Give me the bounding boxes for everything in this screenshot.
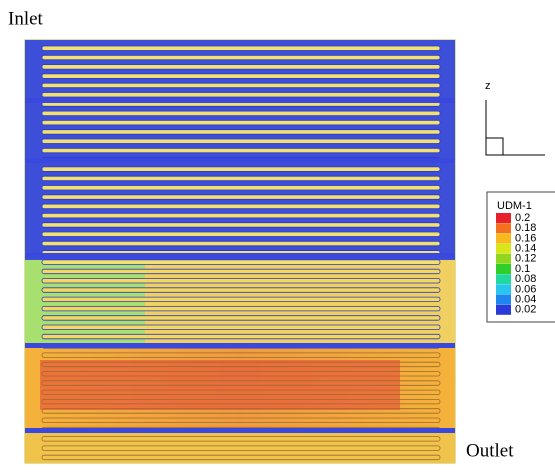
zone-mixed — [25, 260, 145, 345]
legend-swatch — [496, 264, 511, 274]
legend-swatch — [496, 243, 511, 254]
manifold — [25, 343, 455, 348]
channel — [41, 436, 441, 442]
inlet-label: Inlet — [8, 8, 44, 29]
channel — [41, 259, 441, 265]
channel — [41, 185, 441, 191]
channel — [41, 147, 441, 154]
channel — [41, 278, 441, 284]
manifold — [25, 98, 455, 103]
channel — [41, 120, 441, 126]
channel — [41, 315, 441, 321]
legend-label: 0.1 — [515, 263, 530, 275]
channel — [41, 389, 441, 396]
legend-swatch — [496, 304, 511, 315]
channel — [41, 92, 441, 98]
channel — [41, 454, 441, 461]
channel — [41, 371, 441, 377]
channel — [41, 138, 441, 144]
channels — [25, 45, 455, 461]
channel — [41, 333, 441, 340]
channel — [41, 45, 441, 51]
channel — [41, 64, 441, 70]
channel — [41, 408, 441, 414]
channel — [41, 73, 441, 79]
legend-swatch — [496, 294, 511, 305]
legend-swatch — [496, 213, 511, 223]
channel — [41, 110, 441, 116]
channel — [41, 166, 441, 172]
manifold — [25, 158, 455, 163]
legend-label: 0.02 — [515, 304, 536, 316]
channel — [41, 212, 441, 219]
channel — [41, 305, 441, 312]
legend-swatch — [496, 233, 511, 244]
channel — [41, 82, 441, 89]
channel — [41, 417, 441, 423]
legend-swatch — [496, 253, 511, 264]
legend-label: 0.04 — [515, 294, 536, 306]
axis-label: z — [485, 80, 491, 92]
channel — [41, 222, 441, 228]
channel — [41, 194, 441, 200]
channel — [41, 296, 441, 303]
channel — [41, 445, 441, 451]
channel — [41, 129, 441, 135]
channel — [41, 268, 441, 275]
channel — [41, 324, 441, 330]
channel — [41, 287, 441, 293]
channel — [41, 352, 441, 358]
manifold — [25, 253, 455, 258]
channel — [41, 231, 441, 237]
outlet-label: Outlet — [466, 440, 514, 461]
legend-swatch — [496, 284, 511, 295]
legend-label: 0.2 — [515, 212, 530, 224]
legend-swatch — [496, 274, 511, 285]
channel — [41, 398, 441, 405]
legend-label: 0.06 — [515, 283, 536, 295]
axis-corner — [485, 137, 504, 156]
channel — [41, 54, 441, 61]
zone-exit — [25, 430, 455, 463]
channel — [41, 380, 441, 386]
legend-swatch — [496, 223, 511, 234]
channel — [41, 361, 441, 368]
legend-label: 0.08 — [515, 273, 536, 285]
channel — [41, 203, 441, 210]
legend-label: 0.14 — [515, 243, 536, 255]
legend-label: 0.12 — [515, 253, 536, 265]
channel — [41, 240, 441, 247]
manifold — [25, 428, 455, 433]
legend-title: UDM-1 — [497, 200, 532, 212]
legend-label: 0.16 — [515, 232, 536, 244]
channel — [41, 175, 441, 182]
legend-label: 0.18 — [515, 222, 536, 234]
